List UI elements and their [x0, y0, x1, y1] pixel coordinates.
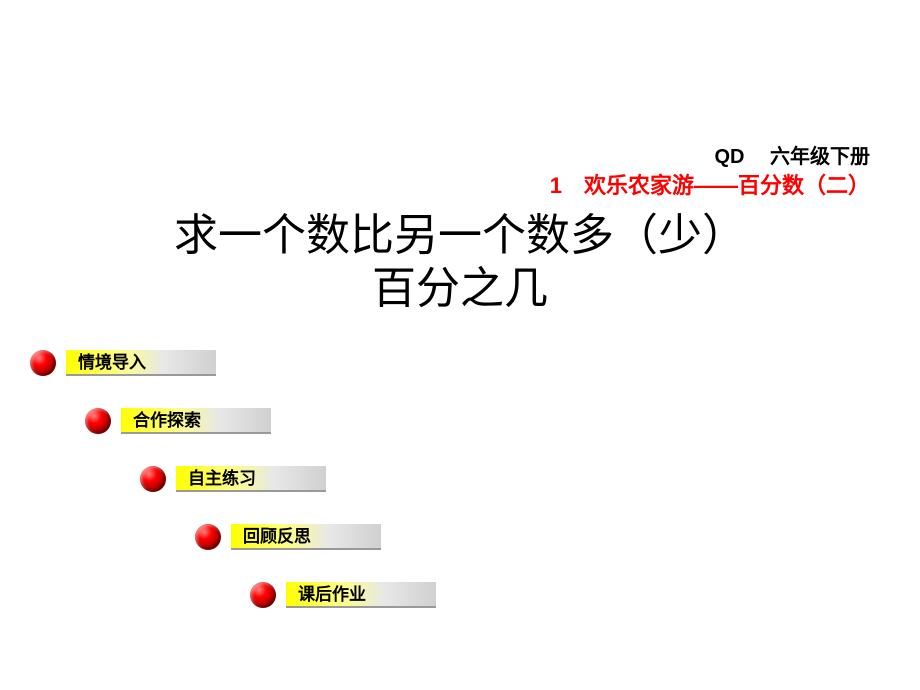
title-line1: 求一个数比另一个数多（少）: [0, 210, 920, 263]
nav-item-2[interactable]: 合作探索: [85, 405, 271, 437]
nav-label-3: 自主练习: [176, 466, 326, 492]
nav-item-5[interactable]: 课后作业: [250, 579, 436, 611]
title: 求一个数比另一个数多（少） 百分之几: [0, 210, 920, 316]
bullet-icon: [195, 524, 221, 550]
bullet-icon: [85, 408, 111, 434]
nav-label-1: 情境导入: [66, 350, 216, 376]
bullet-icon: [250, 582, 276, 608]
nav-item-3[interactable]: 自主练习: [140, 463, 326, 495]
nav-item-1[interactable]: 情境导入: [30, 347, 216, 379]
header-qd: QD: [714, 146, 744, 168]
bullet-icon: [140, 466, 166, 492]
subtitle: 1 欢乐农家游——百分数（二）: [550, 168, 870, 200]
nav-label-5: 课后作业: [286, 582, 436, 608]
nav-label-2: 合作探索: [121, 408, 271, 434]
nav-item-4[interactable]: 回顾反思: [195, 521, 381, 553]
header-line: QD 六年级下册: [714, 140, 870, 169]
header-grade: 六年级下册: [770, 146, 870, 168]
bullet-icon: [30, 350, 56, 376]
title-line2: 百分之几: [0, 263, 920, 316]
nav-label-4: 回顾反思: [231, 524, 381, 550]
